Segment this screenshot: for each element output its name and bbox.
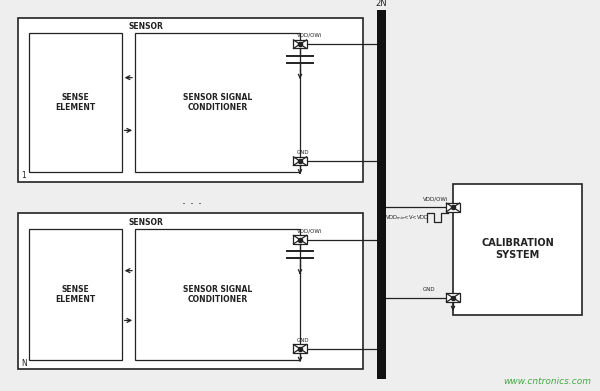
Text: VDD/OWi: VDD/OWi bbox=[423, 197, 448, 202]
Text: SENSOR: SENSOR bbox=[128, 22, 163, 31]
Text: SENSOR SIGNAL
CONDITIONER: SENSOR SIGNAL CONDITIONER bbox=[183, 285, 252, 304]
Bar bbox=[29, 229, 122, 360]
Bar bbox=[453, 184, 582, 315]
Bar bbox=[135, 33, 300, 172]
Bar bbox=[293, 344, 307, 353]
Text: 1: 1 bbox=[21, 171, 26, 180]
Bar bbox=[135, 229, 300, 360]
Text: www.cntronics.com: www.cntronics.com bbox=[503, 377, 591, 386]
Bar bbox=[293, 235, 307, 244]
Text: GND: GND bbox=[297, 150, 310, 155]
Bar bbox=[293, 40, 307, 48]
Text: SENSE
ELEMENT: SENSE ELEMENT bbox=[55, 285, 95, 304]
Text: CALIBRATION
SYSTEM: CALIBRATION SYSTEM bbox=[481, 239, 554, 260]
Text: VDD/OWi: VDD/OWi bbox=[297, 33, 322, 38]
Text: SENSOR SIGNAL
CONDITIONER: SENSOR SIGNAL CONDITIONER bbox=[183, 93, 252, 112]
Text: GND: GND bbox=[422, 287, 436, 292]
Text: VDD$_{\rm min}$<V<VDD: VDD$_{\rm min}$<V<VDD bbox=[385, 213, 430, 222]
Bar bbox=[18, 213, 363, 369]
Bar bbox=[446, 293, 460, 302]
Text: GND: GND bbox=[297, 337, 310, 343]
Bar bbox=[29, 33, 122, 172]
Bar bbox=[293, 157, 307, 165]
Text: N: N bbox=[21, 359, 27, 368]
Text: SENSOR: SENSOR bbox=[128, 218, 163, 227]
Text: VDD/OWi: VDD/OWi bbox=[297, 228, 322, 233]
Text: SENSE
ELEMENT: SENSE ELEMENT bbox=[55, 93, 95, 112]
Bar bbox=[377, 10, 386, 379]
Text: . . .: . . . bbox=[182, 194, 202, 207]
Text: 2N: 2N bbox=[376, 0, 388, 8]
Bar bbox=[446, 203, 460, 212]
Bar bbox=[18, 18, 363, 182]
